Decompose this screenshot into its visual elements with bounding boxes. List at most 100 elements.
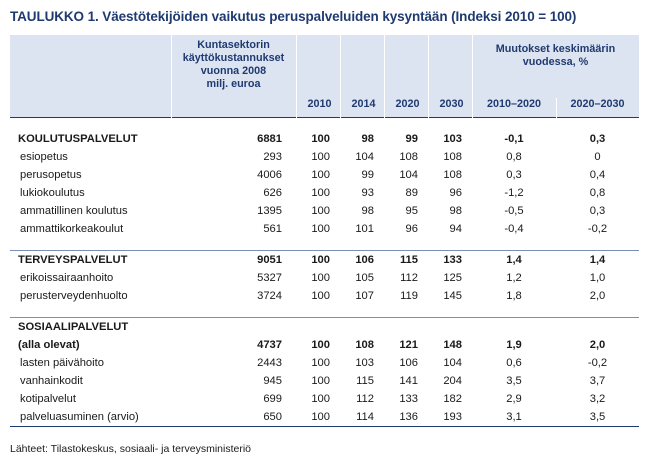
cell-change-2020-2030: 2,0 [589, 290, 606, 302]
cell-change-2010-2020: 3,5 [506, 375, 522, 387]
cell-spending: 561 [263, 223, 282, 235]
cell-change-2020-2030: 3,2 [589, 393, 606, 405]
cell-2020: 112 [400, 272, 418, 284]
cell-2030: 96 [449, 187, 462, 199]
header-period-2020-2030: 2020–2030 [556, 98, 640, 118]
cell-2014: 101 [355, 223, 374, 235]
cell-2014: 105 [355, 272, 374, 284]
header-change-line1: Muutokset keskimäärin [495, 43, 616, 55]
table-row: perusterveydenhuolto 3724 100 107 119 14… [10, 287, 639, 305]
cell-2010: 100 [311, 223, 330, 235]
cell-2020: 95 [405, 205, 418, 217]
category-row-terveys: TERVEYSPALVELUT 9051 100 106 115 133 1,4… [10, 250, 640, 269]
header-annual-change: Muutokset keskimäärin vuodessa, % [472, 35, 640, 98]
table-body: KOULUTUSPALVELUT 6881 100 98 99 103 -0,1… [10, 117, 640, 427]
row-label: esiopetus [20, 151, 68, 163]
cell-spending: 650 [171, 408, 296, 427]
cell-2030: 145 [443, 290, 462, 302]
cell-change-2010-2020: 1,8 [506, 290, 522, 302]
cell-spending: 945 [263, 375, 282, 387]
cell-2014: 112 [356, 393, 374, 405]
category-label: KOULUTUSPALVELUT [18, 133, 138, 145]
row-label: perusopetus [20, 169, 82, 181]
cell-change-2010-2020: -0,1 [504, 133, 524, 145]
cell-change-2010-2020: 1,9 [506, 339, 522, 351]
header-year-2030: 2030 [428, 35, 473, 118]
cell-change-2020-2030: 0,3 [589, 133, 606, 145]
row-label: ammatillinen koulutus [20, 205, 128, 217]
category-label-note: (alla olevat) [18, 339, 80, 351]
cell-2020: 121 [399, 339, 418, 351]
cell-2014: 106 [340, 250, 384, 269]
cell-2030: 204 [443, 375, 462, 387]
cell-2020: 106 [399, 357, 418, 369]
cell-2020: 119 [400, 290, 418, 302]
cell-2030: 103 [443, 133, 462, 145]
cell-change-2010-2020: 0,6 [506, 357, 522, 369]
row-label: vanhainkodit [20, 375, 83, 387]
cell-spending: 1395 [257, 205, 282, 217]
cell-change-2020-2030: 0,4 [589, 169, 606, 181]
cell-change-2010-2020: -0,5 [504, 205, 524, 217]
cell-2010: 100 [311, 205, 330, 217]
cell-change-2020-2030: -0,2 [587, 223, 608, 235]
cell-2030: 104 [443, 357, 462, 369]
cell-2010: 100 [311, 133, 330, 145]
cell-spending: 699 [263, 393, 282, 405]
header-spending-line1: Kuntasektorin [197, 39, 270, 51]
table-row: erikoissairaanhoito 5327 100 105 112 125… [10, 269, 639, 287]
cell-2010: 100 [311, 339, 330, 351]
cell-spending: 5327 [257, 272, 282, 284]
cell-2030: 182 [443, 393, 462, 405]
cell-2014: 108 [355, 339, 374, 351]
cell-spending: 293 [263, 151, 282, 163]
table-row: lasten päivähoito 2443 100 103 106 104 0… [10, 354, 639, 372]
cell-2010: 100 [311, 187, 330, 199]
cell-change-2010-2020: 1,2 [506, 272, 522, 284]
cell-2014: 107 [355, 290, 374, 302]
cell-2020: 99 [405, 133, 418, 145]
row-label: kotipalvelut [20, 393, 76, 405]
cell-spending: 2443 [257, 357, 282, 369]
row-label: palveluasuminen (arvio) [10, 408, 171, 427]
cell-2030: 193 [428, 408, 472, 427]
cell-2020: 104 [399, 169, 418, 181]
header-spending: Kuntasektorin käyttökustannukset vuonna … [171, 35, 297, 118]
cell-2010: 100 [296, 250, 340, 269]
cell-change-2020-2030: 0,8 [589, 187, 606, 199]
cell-change-2020-2030: 0,3 [589, 205, 606, 217]
data-table-container: Kuntasektorin käyttökustannukset vuonna … [10, 35, 640, 427]
table-title: TAULUKKO 1. Väestötekijöiden vaikutus pe… [10, 9, 577, 24]
cell-change-2020-2030: 1,0 [589, 272, 606, 284]
cell-2020: 115 [384, 250, 428, 269]
cell-2030: 98 [449, 205, 462, 217]
header-spending-line3: vuonna 2008 [200, 65, 267, 77]
cell-spending: 4006 [257, 169, 282, 181]
table-row: ammatillinen koulutus 1395 100 98 95 98 … [10, 202, 639, 220]
cell-change-2020-2030: 3,5 [556, 408, 640, 427]
source-note: Lähteet: Tilastokeskus, sosiaali- ja ter… [10, 443, 252, 455]
cell-2020: 133 [399, 393, 418, 405]
header-blank [10, 35, 172, 118]
cell-change-2010-2020: 2,9 [506, 393, 522, 405]
cell-2014: 98 [361, 133, 374, 145]
cell-2010: 100 [311, 151, 330, 163]
cell-change-2010-2020: 3,1 [472, 408, 556, 427]
cell-2014: 114 [340, 408, 384, 427]
table-row: esiopetus 293 100 104 108 108 0,8 0 [10, 148, 639, 166]
cell-2010: 100 [311, 393, 330, 405]
cell-2014: 104 [355, 151, 374, 163]
cell-change-2020-2030: -0,2 [587, 357, 608, 369]
category-row-koulutus: KOULUTUSPALVELUT 6881 100 98 99 103 -0,1… [10, 130, 639, 148]
cell-2010: 100 [311, 375, 330, 387]
category-label: SOSIAALIPALVELUT [10, 317, 171, 336]
demand-index-table: Kuntasektorin käyttökustannukset vuonna … [10, 35, 640, 427]
cell-spending: 9051 [171, 250, 296, 269]
cell-2020: 96 [405, 223, 418, 235]
category-row-sosiaali-values: (alla olevat) 4737 100 108 121 148 1,9 2… [10, 336, 639, 354]
cell-2030: 125 [443, 272, 462, 284]
cell-2020: 141 [399, 375, 418, 387]
cell-2010: 100 [311, 169, 330, 181]
header-spending-line4: milj. euroa [206, 78, 261, 90]
category-row-sosiaali: SOSIAALIPALVELUT [10, 317, 640, 336]
